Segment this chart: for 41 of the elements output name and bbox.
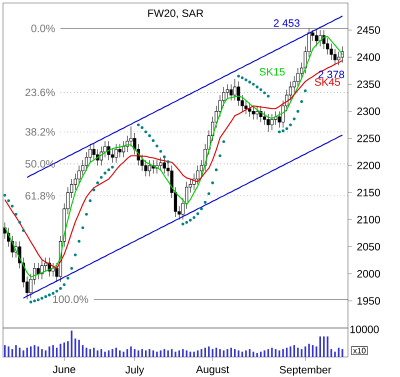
candlestick <box>226 84 229 98</box>
annotation: 23.6% <box>25 88 55 96</box>
series-label: SK45 <box>314 78 340 86</box>
annotation: 100.0% <box>53 296 88 304</box>
candlestick <box>103 140 107 158</box>
annotation: 38.2% <box>25 128 55 136</box>
candlestick <box>129 126 133 147</box>
candlestick <box>236 81 240 106</box>
y-tick-label: 2150 <box>357 188 380 196</box>
y-tick-label: 2100 <box>357 216 380 224</box>
y-tick-label: 1950 <box>358 297 380 305</box>
y-tick-label: 2450 <box>357 26 380 34</box>
annotation: 61.8% <box>25 192 55 200</box>
candlestick <box>244 100 248 114</box>
candlestick <box>77 165 81 185</box>
candlestick <box>110 148 114 164</box>
annotation: 0.0% <box>31 24 55 32</box>
y-tick-label: 2000 <box>357 270 380 278</box>
y-tick-label: 2400 <box>357 53 380 61</box>
y-tick-label: 2050 <box>357 242 380 251</box>
y-tick-label: 2250 <box>357 134 380 142</box>
x-tick-label: August <box>196 366 230 376</box>
y-tick-label: 2200 <box>357 162 380 170</box>
text: FW20, SAR <box>148 9 204 18</box>
candlestick <box>270 114 274 131</box>
series-label: SK15 <box>260 68 285 76</box>
annotation: 50.0% <box>25 160 55 168</box>
candlestick <box>122 140 126 158</box>
candlestick <box>148 160 152 177</box>
y-tick-label: 2300 <box>357 108 380 116</box>
candlestick <box>314 30 318 47</box>
text: 10000 <box>350 326 379 334</box>
annotation: 2 453 <box>274 19 300 27</box>
annotation: 2 378 <box>318 70 344 78</box>
candlestick <box>333 48 337 66</box>
candlestick <box>262 111 266 126</box>
x-tick-label: July <box>125 366 144 376</box>
x-tick-label: September <box>280 366 332 376</box>
y-tick-label: 2350 <box>357 80 380 88</box>
text: x10 <box>353 348 366 354</box>
x-tick-label: June <box>52 366 76 374</box>
